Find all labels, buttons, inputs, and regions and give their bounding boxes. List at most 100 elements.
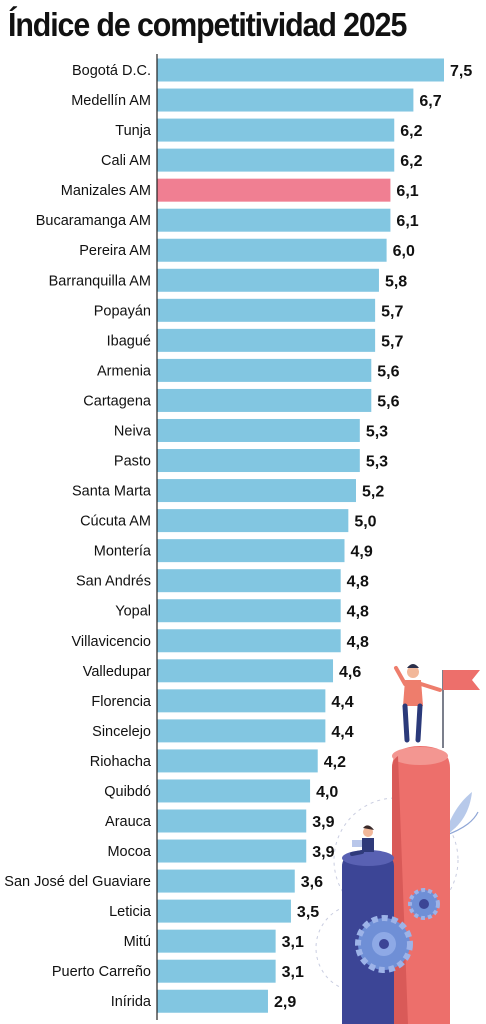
value-label-inirida: 2,9 bbox=[274, 994, 296, 1011]
bar-monteria bbox=[157, 539, 345, 563]
value-label-neiva: 5,3 bbox=[366, 423, 388, 440]
bar-cucuta-am bbox=[157, 509, 349, 533]
value-label-sincelejo: 4,4 bbox=[331, 724, 353, 741]
category-label-riohacha: Riohacha bbox=[90, 754, 152, 770]
value-label-pasto: 5,3 bbox=[366, 454, 388, 471]
bar-quibdo bbox=[157, 779, 311, 803]
bar-ibague bbox=[157, 328, 376, 352]
bar-san-andres bbox=[157, 569, 341, 593]
chart-title: Índice de competitividad 2025 bbox=[8, 6, 407, 43]
value-label-san-andres: 4,8 bbox=[347, 574, 369, 591]
flag-icon bbox=[442, 670, 480, 748]
category-label-pereira-am: Pereira AM bbox=[79, 243, 151, 259]
category-label-villavicencio: Villavicencio bbox=[71, 634, 151, 650]
category-label-quibdo: Quibdó bbox=[104, 784, 151, 800]
value-label-cartagena: 5,6 bbox=[377, 393, 399, 410]
value-label-florencia: 4,4 bbox=[331, 694, 353, 711]
bar-barranquilla-am bbox=[157, 268, 379, 292]
category-label-san-andres: San Andrés bbox=[76, 574, 151, 590]
bar-santa-marta bbox=[157, 479, 356, 503]
category-label-popayan: Popayán bbox=[94, 303, 151, 319]
category-label-cali-am: Cali AM bbox=[101, 153, 151, 169]
category-label-armenia: Armenia bbox=[97, 363, 152, 379]
value-label-medellin-am: 6,7 bbox=[419, 93, 441, 110]
category-label-ibague: Ibagué bbox=[107, 333, 151, 349]
value-label-cali-am: 6,2 bbox=[400, 153, 422, 170]
value-label-riohacha: 4,2 bbox=[324, 754, 346, 771]
category-label-pasto: Pasto bbox=[114, 454, 151, 470]
category-label-arauca: Arauca bbox=[105, 814, 152, 830]
standing-person-icon bbox=[394, 664, 442, 743]
value-label-tunja: 6,2 bbox=[400, 123, 422, 140]
bar-armenia bbox=[157, 358, 372, 382]
bar-mocoa bbox=[157, 839, 307, 863]
category-label-bogota-d-c: Bogotá D.C. bbox=[72, 63, 151, 79]
bar-pereira-am bbox=[157, 238, 387, 262]
bar-riohacha bbox=[157, 749, 318, 773]
category-label-sincelejo: Sincelejo bbox=[92, 724, 151, 740]
category-label-florencia: Florencia bbox=[91, 694, 152, 710]
value-label-santa-marta: 5,2 bbox=[362, 484, 384, 501]
bar-leticia bbox=[157, 899, 291, 923]
value-label-yopal: 4,8 bbox=[347, 604, 369, 621]
value-label-barranquilla-am: 5,8 bbox=[385, 273, 407, 290]
bar-sincelejo bbox=[157, 719, 326, 743]
bar-neiva bbox=[157, 418, 360, 442]
category-label-cartagena: Cartagena bbox=[83, 393, 152, 409]
bar-tunja bbox=[157, 118, 395, 142]
bar-valledupar bbox=[157, 659, 334, 683]
category-label-mitu: Mitú bbox=[124, 934, 151, 950]
value-label-ibague: 5,7 bbox=[381, 333, 403, 350]
category-label-bucaramanga-am: Bucaramanga AM bbox=[36, 213, 151, 229]
value-label-mocoa: 3,9 bbox=[312, 844, 334, 861]
bar-arauca bbox=[157, 809, 307, 833]
bar-manizales-am bbox=[157, 178, 391, 202]
category-label-neiva: Neiva bbox=[114, 423, 152, 439]
category-label-mocoa: Mocoa bbox=[107, 844, 151, 860]
small-gear-icon bbox=[408, 888, 440, 920]
value-label-quibdo: 4,0 bbox=[316, 784, 338, 801]
tall-pillar-icon bbox=[392, 746, 450, 1024]
value-label-arauca: 3,9 bbox=[312, 814, 334, 831]
value-label-bogota-d-c: 7,5 bbox=[450, 63, 472, 80]
value-label-manizales-am: 6,1 bbox=[396, 183, 418, 200]
bar-popayan bbox=[157, 298, 376, 322]
bar-cali-am bbox=[157, 148, 395, 172]
gear-icon bbox=[355, 915, 413, 973]
category-label-tunja: Tunja bbox=[115, 123, 152, 139]
value-label-pereira-am: 6,0 bbox=[393, 243, 415, 260]
category-label-barranquilla-am: Barranquilla AM bbox=[49, 273, 151, 289]
category-label-puerto-carreno: Puerto Carreño bbox=[52, 964, 151, 980]
value-label-mitu: 3,1 bbox=[282, 934, 304, 951]
bar-florencia bbox=[157, 689, 326, 713]
category-label-medellin-am: Medellín AM bbox=[71, 93, 151, 109]
value-label-san-jose-del-guaviare: 3,6 bbox=[301, 874, 323, 891]
bar-bucaramanga-am bbox=[157, 208, 391, 232]
value-label-armenia: 5,6 bbox=[377, 363, 399, 380]
category-label-inirida: Inírida bbox=[111, 994, 152, 1010]
category-label-yopal: Yopal bbox=[115, 604, 151, 620]
category-label-valledupar: Valledupar bbox=[83, 664, 151, 680]
bar-san-jose-del-guaviare bbox=[157, 869, 295, 893]
bar-mitu bbox=[157, 929, 276, 953]
sitting-person-icon bbox=[350, 825, 374, 856]
category-label-cucuta-am: Cúcuta AM bbox=[80, 514, 151, 530]
category-label-san-jose-del-guaviare: San José del Guaviare bbox=[4, 874, 151, 890]
bar-villavicencio bbox=[157, 629, 341, 653]
bar-cartagena bbox=[157, 388, 372, 412]
value-label-villavicencio: 4,8 bbox=[347, 634, 369, 651]
bar-inirida bbox=[157, 989, 268, 1013]
value-label-popayan: 5,7 bbox=[381, 303, 403, 320]
bar-puerto-carreno bbox=[157, 959, 276, 983]
bar-yopal bbox=[157, 599, 341, 623]
value-label-cucuta-am: 5,0 bbox=[354, 514, 376, 531]
category-label-manizales-am: Manizales AM bbox=[61, 183, 151, 199]
category-label-leticia: Leticia bbox=[109, 904, 152, 920]
bar-medellin-am bbox=[157, 88, 414, 112]
category-label-monteria: Montería bbox=[94, 544, 152, 560]
bar-bogota-d-c bbox=[157, 58, 444, 82]
value-label-monteria: 4,9 bbox=[351, 544, 373, 561]
value-label-puerto-carreno: 3,1 bbox=[282, 964, 304, 981]
